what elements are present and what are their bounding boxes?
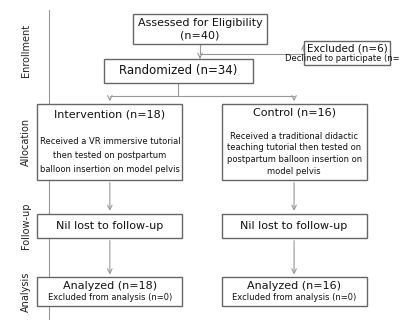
Text: Excluded from analysis (n=0): Excluded from analysis (n=0) [232, 293, 356, 302]
FancyBboxPatch shape [222, 104, 366, 180]
Text: (n=40): (n=40) [180, 30, 220, 40]
Text: Nil lost to follow-up: Nil lost to follow-up [240, 221, 348, 231]
Text: postpartum balloon insertion on: postpartum balloon insertion on [226, 155, 362, 164]
FancyBboxPatch shape [37, 104, 182, 180]
Text: Declined to participate (n=6): Declined to participate (n=6) [285, 54, 400, 63]
Text: balloon insertion on model pelvis: balloon insertion on model pelvis [40, 165, 180, 174]
FancyBboxPatch shape [133, 14, 267, 44]
Text: Excluded (n=6): Excluded (n=6) [307, 43, 387, 53]
Text: Nil lost to follow-up: Nil lost to follow-up [56, 221, 164, 231]
Text: teaching tutorial then tested on: teaching tutorial then tested on [227, 143, 361, 152]
Text: then tested on postpartum: then tested on postpartum [53, 151, 166, 160]
Text: model pelvis: model pelvis [267, 166, 321, 176]
FancyBboxPatch shape [222, 214, 366, 238]
Text: Intervention (n=18): Intervention (n=18) [54, 109, 166, 119]
Text: Excluded from analysis (n=0): Excluded from analysis (n=0) [48, 293, 172, 302]
Text: Received a VR immersive tutorial: Received a VR immersive tutorial [40, 138, 180, 146]
Text: Randomized (n=34): Randomized (n=34) [119, 64, 238, 78]
FancyBboxPatch shape [222, 277, 366, 306]
Text: Enrollment: Enrollment [20, 23, 30, 77]
Text: Assessed for Eligibility: Assessed for Eligibility [138, 18, 262, 28]
Text: Analyzed (n=16): Analyzed (n=16) [247, 281, 341, 291]
FancyBboxPatch shape [104, 59, 253, 83]
Text: Allocation: Allocation [20, 118, 30, 166]
FancyBboxPatch shape [37, 277, 182, 306]
Text: Analysis: Analysis [20, 272, 30, 312]
Text: Analyzed (n=18): Analyzed (n=18) [63, 281, 157, 291]
FancyBboxPatch shape [37, 214, 182, 238]
FancyBboxPatch shape [304, 41, 390, 65]
Text: Control (n=16): Control (n=16) [252, 108, 336, 118]
Text: Received a traditional didactic: Received a traditional didactic [230, 132, 358, 140]
Text: Follow-up: Follow-up [20, 203, 30, 249]
